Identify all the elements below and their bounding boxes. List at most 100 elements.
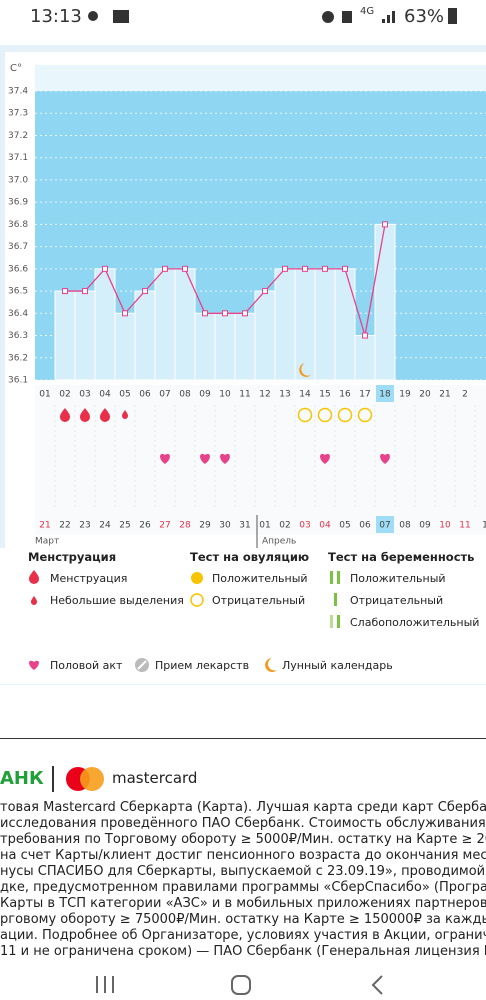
ad-line: рговому обороту ≥ 75000₽/Мин. остатку на…	[0, 912, 486, 927]
date-label: 22	[59, 521, 70, 531]
date-label: 02	[279, 521, 290, 531]
y-tick-label: 36.5	[8, 287, 28, 297]
ad-line: ации. Подробнее об Организаторе, условия…	[0, 928, 486, 943]
x-tick-label: 20	[419, 390, 431, 400]
ovulation-icon	[357, 407, 373, 423]
y-tick-label: 36.7	[8, 242, 28, 252]
legend-item: Половой акт	[50, 659, 123, 672]
y-tick-label: 37.2	[8, 131, 28, 141]
intercourse-icon	[220, 453, 230, 464]
legend-title: Тест на овуляцию	[190, 550, 310, 564]
date-label: 01	[259, 521, 270, 531]
ad-divider	[52, 766, 54, 792]
recent-button[interactable]	[96, 976, 114, 993]
signal-icons	[322, 11, 395, 23]
y-tick-label: 36.8	[8, 220, 28, 230]
events-area	[35, 385, 486, 535]
menstruation-icon	[60, 408, 70, 422]
date-label: 21	[39, 521, 50, 531]
x-tick-label: 09	[199, 390, 211, 400]
y-tick-label: 37.4	[8, 87, 28, 97]
x-tick-label: 05	[119, 390, 130, 400]
date-label: 31	[239, 521, 250, 531]
temperature-bar	[214, 312, 236, 381]
plot-header	[35, 65, 486, 91]
temperature-point	[122, 310, 128, 317]
x-tick-label: 06	[139, 390, 151, 400]
battery: 63%	[404, 6, 445, 27]
mastercard-logo	[66, 767, 104, 791]
date-label: 07	[379, 521, 390, 531]
intercourse-icon	[160, 453, 170, 464]
legend-item: Менструация	[50, 572, 128, 585]
legend-title: Тест на беременность	[328, 550, 475, 564]
y-tick-label: 37.0	[8, 175, 28, 185]
y-tick-label: 36.4	[8, 309, 28, 319]
temperature-point	[302, 265, 308, 272]
separator	[0, 738, 486, 739]
y-tick-label: 36.6	[8, 264, 28, 274]
ad-brand: АНК	[0, 768, 44, 789]
temperature-point	[262, 288, 268, 295]
ad-line: товая Mastercard Сберкарта (Карта). Лучш…	[0, 800, 486, 815]
legend-item: Небольшие выделения	[50, 594, 184, 607]
temperature-point	[202, 310, 208, 317]
x-tick-label: 01	[39, 390, 50, 400]
y-tick-label: 36.2	[8, 353, 28, 363]
x-tick-label: 19	[399, 390, 411, 400]
ad-line: Карты в ТСП категории «АЗС» и в мобильны…	[0, 896, 486, 911]
intercourse-icon	[200, 453, 210, 464]
temperature-point	[242, 310, 248, 317]
x-tick-label: 18	[379, 390, 391, 400]
temperature-bar	[114, 312, 136, 381]
date-label: 30	[219, 521, 231, 531]
menstruation-icon	[80, 408, 90, 422]
temperature-bar	[54, 290, 76, 381]
date-label: 04	[319, 521, 331, 531]
temperature-point	[222, 310, 228, 317]
temperature-bar	[134, 290, 156, 381]
date-label: 26	[139, 521, 151, 531]
menstruation-icon	[100, 408, 110, 422]
x-tick-label: 11	[239, 390, 250, 400]
temperature-point	[382, 221, 388, 228]
home-button[interactable]	[231, 975, 251, 995]
back-button[interactable]	[371, 975, 383, 995]
legend: Менструация Тест на овуляцию Тест на бер…	[0, 548, 486, 684]
date-label: 11	[459, 521, 470, 531]
ad-banner[interactable]: АНК mastercard товая Mastercard Сберкарт…	[0, 760, 486, 970]
spotting-icon	[122, 410, 128, 419]
temperature-bar	[194, 312, 216, 381]
x-tick-label: 13	[279, 390, 290, 400]
temperature-bar	[234, 312, 256, 381]
date-label: 1	[482, 521, 486, 531]
selected-date	[376, 516, 394, 533]
ad-line: нусы СПАСИБО для Сберкарты, выпускаемой …	[0, 864, 486, 879]
date-label: 10	[439, 521, 451, 531]
battery-icon	[448, 8, 457, 24]
date-label: 23	[79, 521, 90, 531]
x-tick-label: 04	[99, 390, 111, 400]
date-label: 06	[359, 521, 371, 531]
date-label: 09	[419, 521, 431, 531]
ad-line: требования по Торговому обороту ≥ 5000₽/…	[0, 832, 486, 847]
temperature-point	[182, 265, 188, 272]
temperature-bar	[334, 268, 356, 381]
y-tick-label: 37.1	[8, 153, 28, 163]
temperature-point	[282, 265, 288, 272]
x-tick-label: 16	[339, 390, 351, 400]
x-tick-label: 03	[79, 390, 90, 400]
y-unit: C°	[10, 63, 22, 74]
y-tick-label: 36.1	[8, 376, 28, 386]
date-label: 29	[199, 521, 211, 531]
date-label: 08	[399, 521, 411, 531]
ovulation-icon	[337, 407, 353, 423]
date-label: 28	[179, 521, 191, 531]
x-tick-label: 07	[159, 390, 170, 400]
x-tick-label: 02	[59, 390, 70, 400]
ad-line: исследования проведённого ПАО Сбербанк. …	[0, 816, 486, 831]
moon-icon	[299, 363, 311, 377]
ad-line: на счет Карты/клиент достиг пенсионного …	[0, 848, 486, 863]
x-tick-label: 08	[179, 390, 191, 400]
ovulation-icon	[317, 407, 333, 423]
